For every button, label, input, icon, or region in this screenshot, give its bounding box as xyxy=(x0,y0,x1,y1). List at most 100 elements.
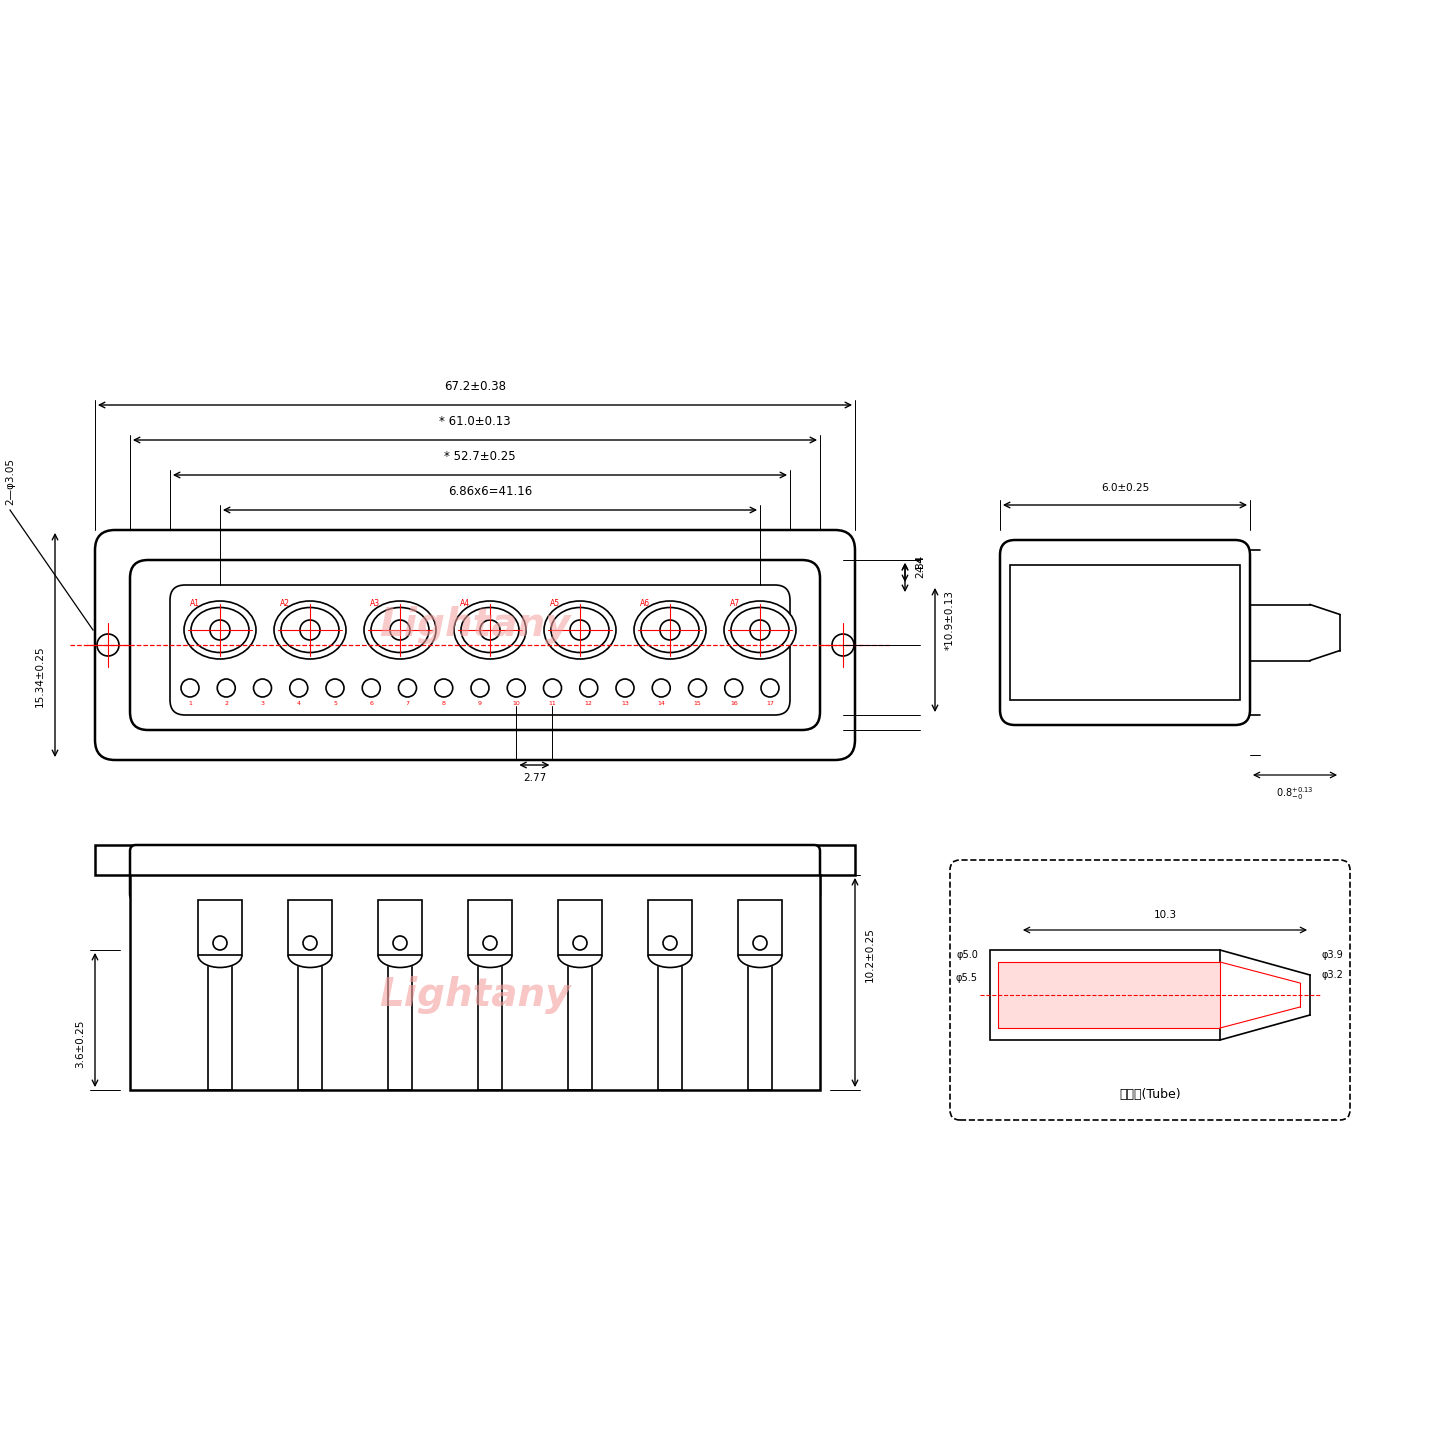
Circle shape xyxy=(573,936,588,950)
Text: 13: 13 xyxy=(621,701,629,706)
Text: A1: A1 xyxy=(190,599,200,608)
Circle shape xyxy=(300,621,320,639)
Text: 2.77: 2.77 xyxy=(523,773,546,783)
Text: 5: 5 xyxy=(333,701,337,706)
Text: φ3.2: φ3.2 xyxy=(1322,971,1344,981)
Circle shape xyxy=(253,680,272,697)
Text: 17: 17 xyxy=(766,701,773,706)
Text: 4: 4 xyxy=(297,701,301,706)
Text: φ5.0: φ5.0 xyxy=(956,950,978,960)
Circle shape xyxy=(832,634,854,657)
Circle shape xyxy=(325,680,344,697)
Text: 10: 10 xyxy=(513,701,520,706)
Text: 11: 11 xyxy=(549,701,556,706)
Ellipse shape xyxy=(184,600,256,660)
Text: 2.84: 2.84 xyxy=(914,554,924,577)
FancyBboxPatch shape xyxy=(170,585,791,716)
Text: 0.8$^{+0.13}_{-0}$: 0.8$^{+0.13}_{-0}$ xyxy=(1276,785,1313,802)
Circle shape xyxy=(217,680,235,697)
Text: 2: 2 xyxy=(225,701,229,706)
FancyBboxPatch shape xyxy=(130,845,819,900)
Ellipse shape xyxy=(552,608,609,652)
Text: 10.3: 10.3 xyxy=(1153,910,1176,920)
Circle shape xyxy=(390,621,410,639)
Text: 6.0±0.25: 6.0±0.25 xyxy=(1100,482,1149,492)
Circle shape xyxy=(507,680,526,697)
Ellipse shape xyxy=(544,600,616,660)
Text: φ5.5: φ5.5 xyxy=(956,973,978,984)
Circle shape xyxy=(96,634,120,657)
Text: *10.9±0.13: *10.9±0.13 xyxy=(945,590,955,649)
Text: 15: 15 xyxy=(694,701,701,706)
Circle shape xyxy=(471,680,490,697)
Text: * 52.7±0.25: * 52.7±0.25 xyxy=(444,451,516,464)
Circle shape xyxy=(181,680,199,697)
Text: 2—φ3.05: 2—φ3.05 xyxy=(4,458,14,505)
Text: A4: A4 xyxy=(459,599,469,608)
Text: 14: 14 xyxy=(657,701,665,706)
Circle shape xyxy=(289,680,308,697)
Circle shape xyxy=(652,680,670,697)
FancyBboxPatch shape xyxy=(95,530,855,760)
FancyBboxPatch shape xyxy=(999,540,1250,724)
Circle shape xyxy=(210,621,230,639)
Circle shape xyxy=(760,680,779,697)
Circle shape xyxy=(750,621,770,639)
Text: A6: A6 xyxy=(639,599,649,608)
Circle shape xyxy=(753,936,768,950)
Bar xyxy=(288,900,333,955)
Circle shape xyxy=(570,621,590,639)
Bar xyxy=(199,900,242,955)
Text: Lightany: Lightany xyxy=(379,976,570,1014)
Text: 3: 3 xyxy=(261,701,265,706)
Text: 4.4: 4.4 xyxy=(914,556,924,573)
Bar xyxy=(737,900,782,955)
Text: 8: 8 xyxy=(442,701,446,706)
Ellipse shape xyxy=(724,600,796,660)
Bar xyxy=(991,950,1220,1040)
Circle shape xyxy=(688,680,707,697)
Circle shape xyxy=(660,621,680,639)
Circle shape xyxy=(302,936,317,950)
Bar xyxy=(559,900,602,955)
Text: 6: 6 xyxy=(369,701,373,706)
Ellipse shape xyxy=(372,608,429,652)
Ellipse shape xyxy=(732,608,789,652)
Text: 3.6±0.25: 3.6±0.25 xyxy=(75,1020,85,1068)
Text: * 61.0±0.13: * 61.0±0.13 xyxy=(439,415,511,428)
Bar xyxy=(1009,564,1240,700)
Text: 9: 9 xyxy=(478,701,482,706)
Circle shape xyxy=(482,936,497,950)
Text: 屏蔽管(Tube): 屏蔽管(Tube) xyxy=(1119,1089,1181,1102)
Circle shape xyxy=(213,936,228,950)
Text: 15.34±0.25: 15.34±0.25 xyxy=(35,645,45,707)
Text: 10.2±0.25: 10.2±0.25 xyxy=(865,927,876,982)
Text: 12: 12 xyxy=(585,701,593,706)
Text: 16: 16 xyxy=(730,701,737,706)
Circle shape xyxy=(616,680,634,697)
Bar xyxy=(648,900,693,955)
Bar xyxy=(998,962,1220,1028)
Ellipse shape xyxy=(641,608,698,652)
Ellipse shape xyxy=(634,600,706,660)
Bar xyxy=(130,876,819,1090)
Circle shape xyxy=(480,621,500,639)
Text: A5: A5 xyxy=(550,599,560,608)
Text: φ3.9: φ3.9 xyxy=(1322,950,1344,960)
Ellipse shape xyxy=(364,600,436,660)
Text: 7: 7 xyxy=(406,701,409,706)
Text: A7: A7 xyxy=(730,599,740,608)
Text: Lightany: Lightany xyxy=(379,606,570,644)
FancyBboxPatch shape xyxy=(950,860,1349,1120)
Text: A3: A3 xyxy=(370,599,380,608)
Text: A2: A2 xyxy=(279,599,289,608)
Circle shape xyxy=(543,680,562,697)
Circle shape xyxy=(363,680,380,697)
Bar xyxy=(95,845,855,876)
Circle shape xyxy=(662,936,677,950)
Bar xyxy=(379,900,422,955)
Ellipse shape xyxy=(192,608,249,652)
Text: 67.2±0.38: 67.2±0.38 xyxy=(444,380,505,393)
Bar xyxy=(468,900,513,955)
Circle shape xyxy=(435,680,452,697)
